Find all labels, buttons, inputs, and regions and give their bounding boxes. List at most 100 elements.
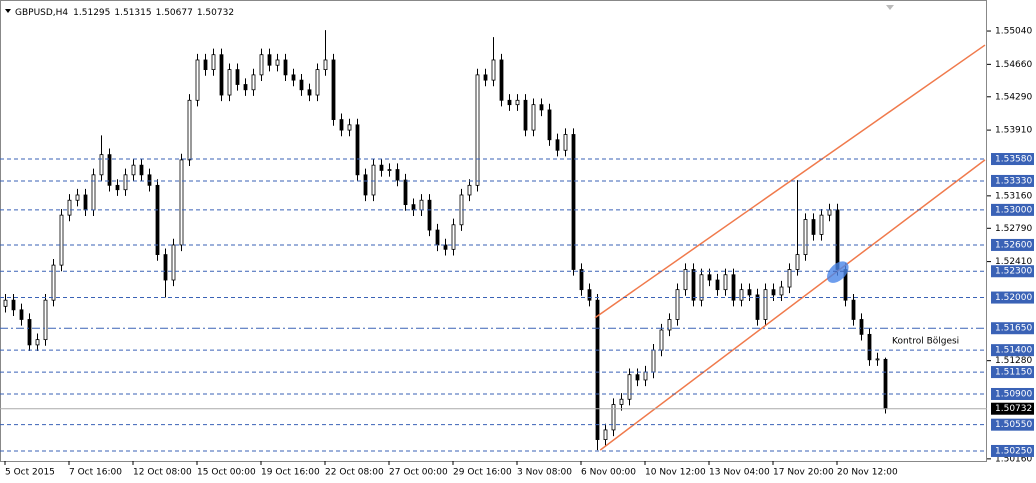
candle-body xyxy=(251,74,256,91)
y-tick-label: 1.52410 xyxy=(995,257,1032,267)
y-tick-label: 1.53160 xyxy=(995,191,1032,201)
candle-body xyxy=(531,104,536,131)
candle-body xyxy=(451,224,456,250)
menu-arrow[interactable] xyxy=(5,9,11,13)
header: GBPUSD,H4 1.51295 1.51315 1.50677 1.50732 xyxy=(15,8,234,18)
level-label: 1.52600 xyxy=(995,240,1032,250)
level-label: 1.53580 xyxy=(995,155,1032,165)
candle-body xyxy=(187,99,192,161)
trendline xyxy=(594,44,986,319)
candle-body xyxy=(811,219,816,235)
x-tick-label: 13 Nov 04:00 xyxy=(709,468,770,478)
candle-body xyxy=(147,174,152,186)
level-label: 1.50550 xyxy=(995,420,1032,430)
candle-body xyxy=(491,59,496,81)
candle-body xyxy=(59,214,64,266)
candle-body xyxy=(819,214,824,235)
candle-body xyxy=(667,319,672,331)
candle-body xyxy=(35,339,40,346)
candle-body xyxy=(11,299,16,311)
candle-body xyxy=(787,269,792,288)
candle-body xyxy=(883,358,888,410)
candle-body xyxy=(427,199,432,231)
candle-body xyxy=(467,184,472,196)
candle-body xyxy=(723,274,728,291)
candle-body xyxy=(403,179,408,206)
candle-body xyxy=(411,204,416,211)
candle-body xyxy=(19,309,24,320)
candle-body xyxy=(443,244,448,250)
level-label: 1.50900 xyxy=(995,389,1032,399)
candle-body xyxy=(195,59,200,101)
candle-body xyxy=(795,254,800,270)
scroll-arrow[interactable] xyxy=(886,5,894,10)
candle-body xyxy=(619,398,624,405)
header-close: 1.50732 xyxy=(197,8,234,18)
header-open: 1.51295 xyxy=(73,8,110,18)
candle-body xyxy=(563,134,568,151)
level-label-box xyxy=(991,174,1034,187)
trendline xyxy=(599,159,986,451)
candle-body xyxy=(867,333,872,361)
level-label: 1.53330 xyxy=(995,176,1032,186)
y-tick-label: 1.53910 xyxy=(995,126,1032,136)
candle-body xyxy=(603,429,608,440)
candle-body xyxy=(371,164,376,196)
y-tick-label: 1.50160 xyxy=(995,454,1032,464)
x-tick-label: 17 Nov 20:00 xyxy=(773,468,834,478)
candle-body xyxy=(363,174,368,196)
y-tick-label: 1.54290 xyxy=(995,92,1032,102)
level-label-box xyxy=(991,265,1034,278)
y-tick-label: 1.55040 xyxy=(995,27,1032,37)
level-label-box xyxy=(991,203,1034,216)
level-label-box xyxy=(991,322,1034,335)
candle-body xyxy=(579,269,584,291)
level-label: 1.51650 xyxy=(995,324,1032,334)
x-tick-label: 5 Oct 2015 xyxy=(5,468,55,478)
candle-body xyxy=(419,199,424,211)
candle-body xyxy=(779,286,784,296)
candle-body xyxy=(291,74,296,81)
candle-body xyxy=(499,59,504,101)
candle-body xyxy=(611,404,616,431)
candle-body xyxy=(259,54,264,76)
candle-body xyxy=(339,119,344,131)
candle-body xyxy=(91,174,96,211)
candle-body xyxy=(859,319,864,335)
candle-body xyxy=(523,99,528,131)
level-label-box xyxy=(991,387,1034,400)
candle-body xyxy=(43,299,48,341)
level-label: 1.53000 xyxy=(995,205,1032,215)
candle-body xyxy=(323,59,328,71)
candle-body xyxy=(179,159,184,246)
candle-body xyxy=(683,269,688,291)
candle-body xyxy=(307,89,312,96)
candle-body xyxy=(675,289,680,320)
candle-body xyxy=(267,54,272,66)
level-label-box xyxy=(991,366,1034,379)
level-label-box xyxy=(991,153,1034,166)
candle-body xyxy=(555,139,560,151)
candle-body xyxy=(51,264,56,301)
candle-body xyxy=(155,184,160,255)
x-tick-label: 6 Nov 00:00 xyxy=(581,468,636,478)
candle-body xyxy=(707,274,712,281)
y-tick-label: 1.52790 xyxy=(995,224,1032,234)
candle-body xyxy=(387,169,392,171)
candle-body xyxy=(299,79,304,91)
candle-body xyxy=(235,69,240,85)
candle-body xyxy=(315,69,320,96)
candle-body xyxy=(219,54,224,96)
candle-body xyxy=(627,374,632,400)
candle-body xyxy=(83,194,88,211)
candle-body xyxy=(731,274,736,301)
candle-body xyxy=(803,219,808,255)
x-tick-label: 27 Oct 00:00 xyxy=(389,468,448,478)
candle-body xyxy=(475,74,480,186)
candle-body xyxy=(355,124,360,176)
x-tick-label: 3 Nov 08:00 xyxy=(517,468,572,478)
candle-body xyxy=(587,289,592,301)
candle-body xyxy=(275,59,280,66)
candle-body xyxy=(115,184,120,191)
